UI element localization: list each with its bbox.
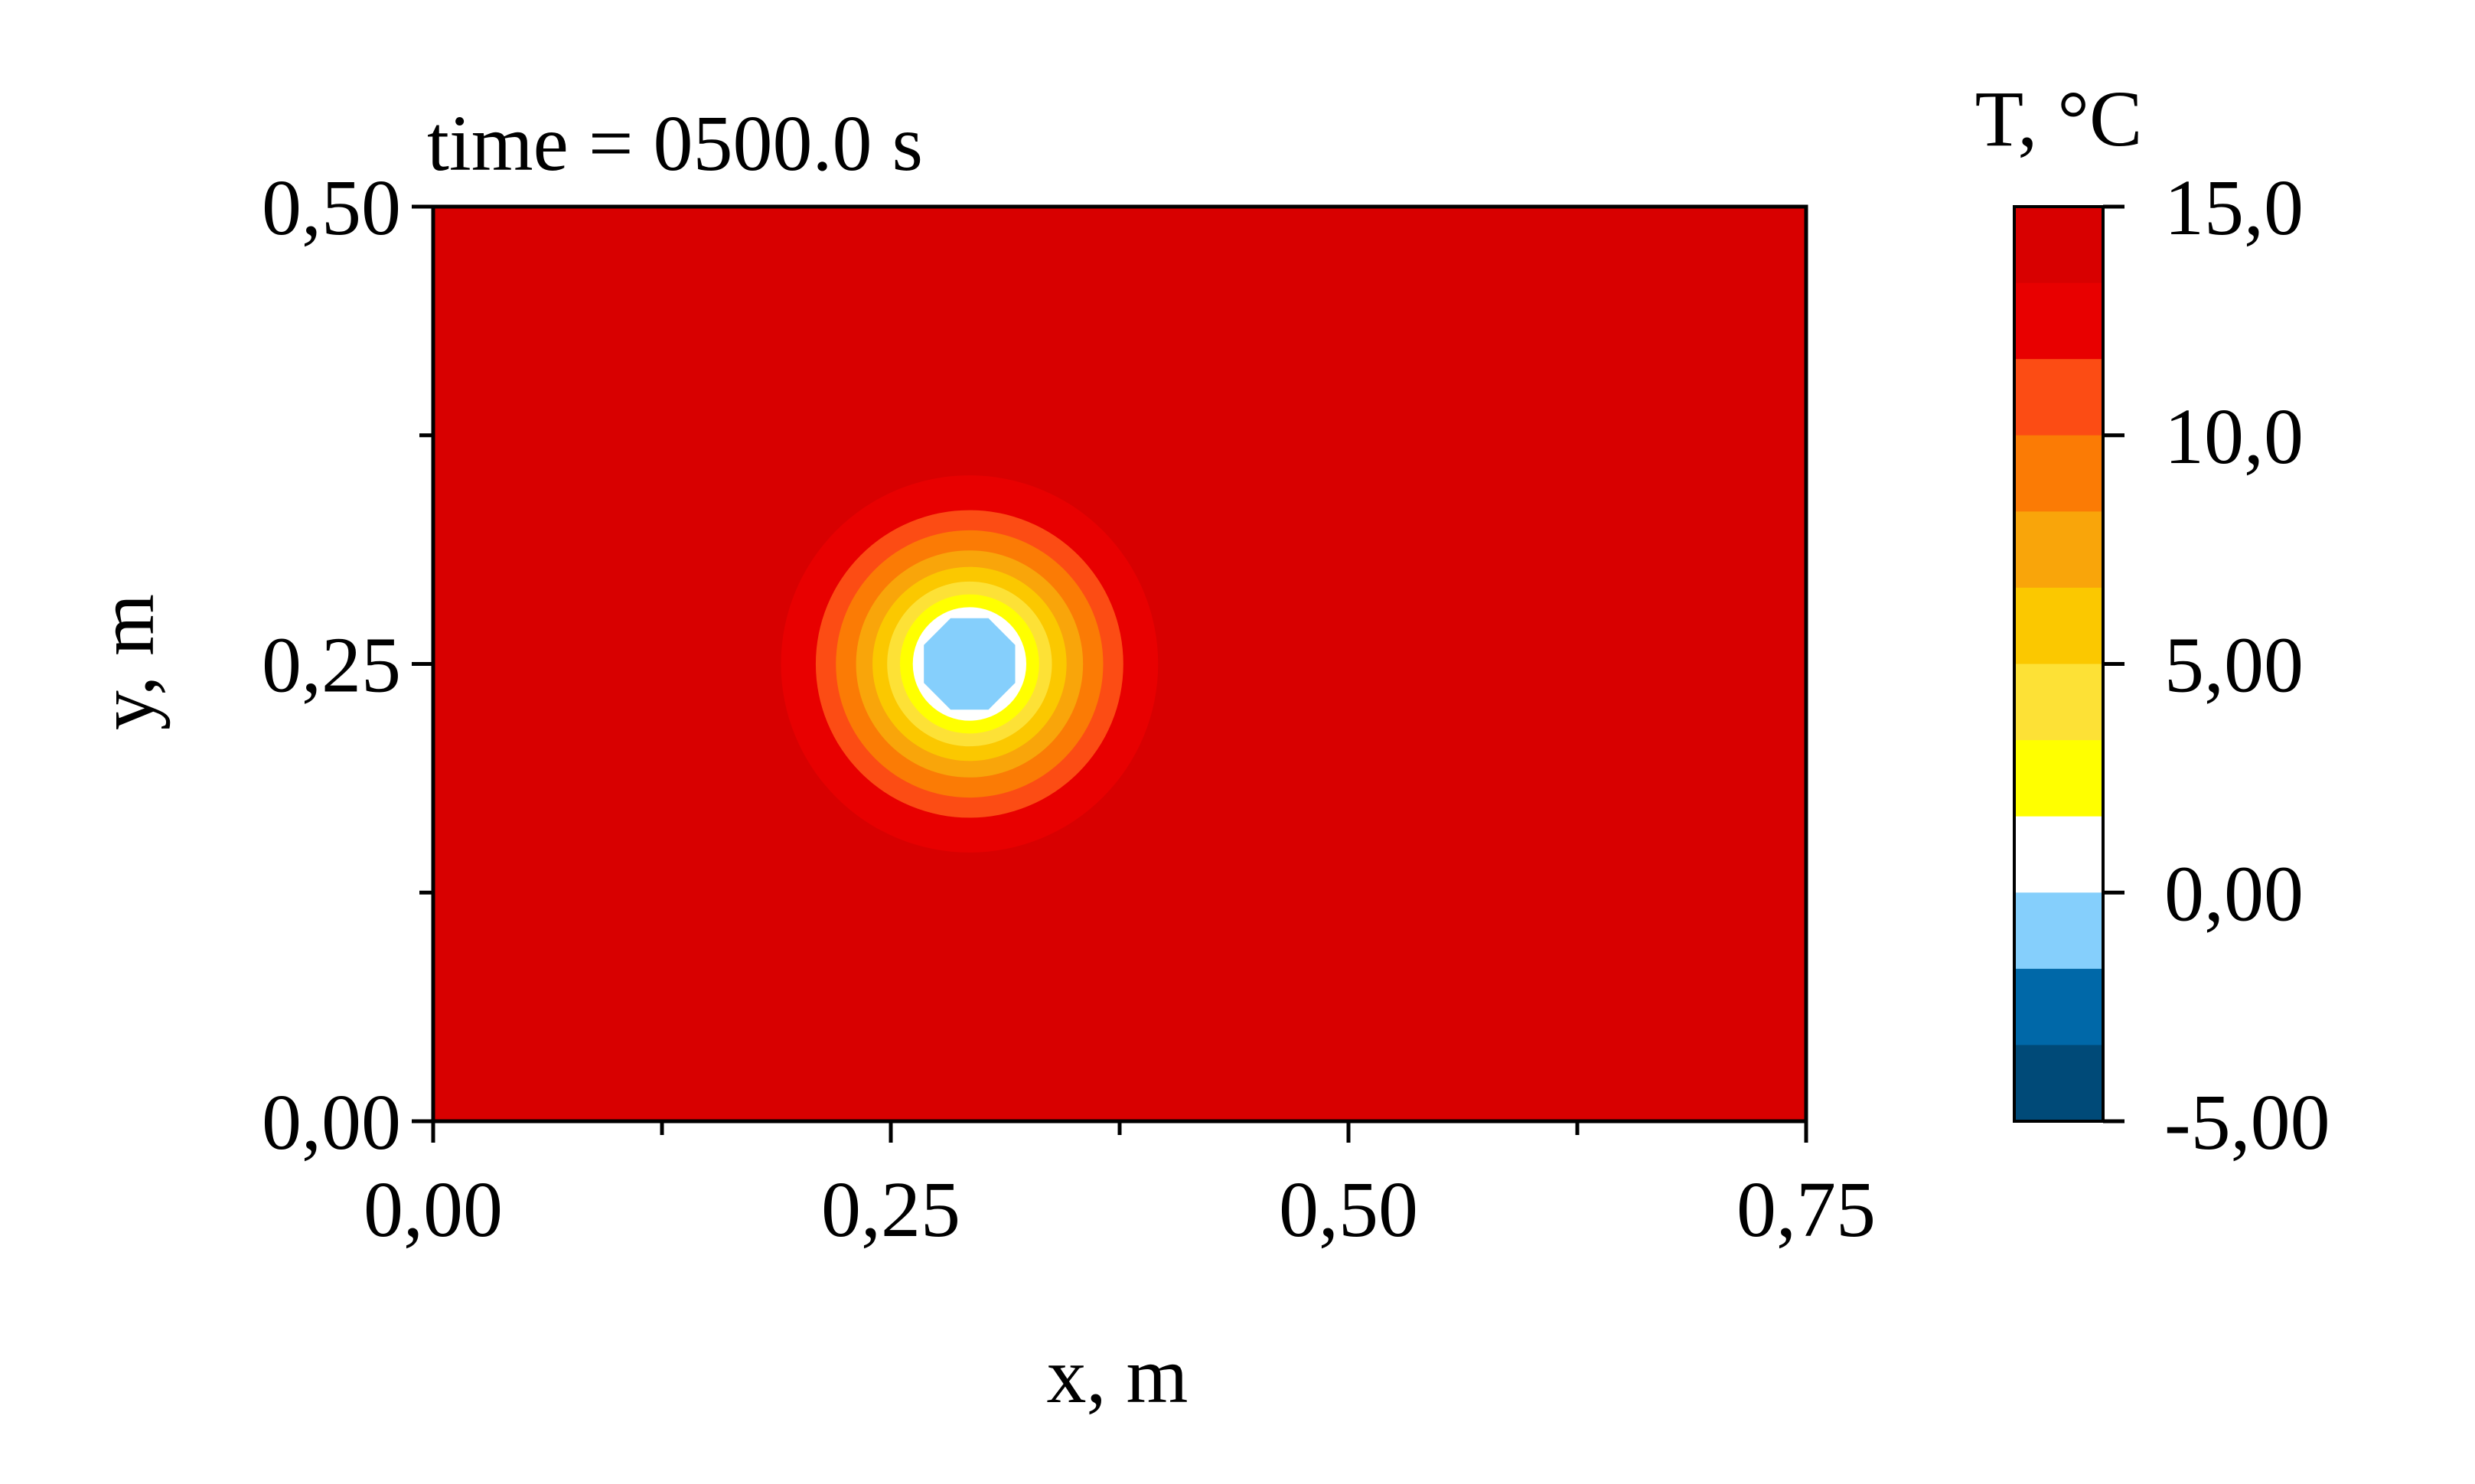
chart-title: time = 0500.0 s [427, 99, 923, 188]
colorbar-level [2014, 511, 2103, 589]
colorbar-level [2014, 207, 2103, 284]
colorbar [2014, 207, 2103, 1122]
colorbar-level [2014, 587, 2103, 664]
colorbar-tick-label: 0,00 [2164, 850, 2304, 938]
temperature-contours [781, 475, 1159, 853]
x-tick-label: 0,00 [364, 1166, 503, 1254]
x-tick-label: 0,75 [1736, 1166, 1876, 1254]
y-tick-label: 0,50 [262, 164, 401, 252]
colorbar-level [2014, 892, 2103, 970]
colorbar-title: T, °C [1975, 75, 2143, 163]
colorbar-tick-label: 15,0 [2164, 164, 2304, 252]
axis-ticks: 0,00 0,25 0,50 0,75 0,00 0,25 0,50 [262, 164, 1876, 1254]
y-tick-label: 0,25 [262, 621, 401, 709]
colorbar-level [2014, 359, 2103, 436]
y-axis-label: y, m [83, 594, 171, 730]
colorbar-level [2014, 435, 2103, 512]
colorbar-level [2014, 816, 2103, 893]
colorbar-tick-label: -5,00 [2164, 1078, 2330, 1166]
y-tick-label: 0,00 [262, 1078, 401, 1166]
colorbar-level [2014, 664, 2103, 741]
x-tick-label: 0,25 [821, 1166, 960, 1254]
colorbar-level [2014, 1045, 2103, 1122]
x-axis-label: x, m [1047, 1332, 1189, 1420]
x-tick-label: 0,50 [1279, 1166, 1418, 1254]
colorbar-level [2014, 740, 2103, 817]
colorbar-level [2014, 968, 2103, 1045]
contour-band [924, 618, 1016, 710]
colorbar-level [2014, 282, 2103, 360]
colorbar-tick-label: 5,00 [2164, 621, 2304, 709]
colorbar-ticks: 15,0 10,0 5,00 0,00 -5,00 [2103, 164, 2330, 1166]
colorbar-tick-label: 10,0 [2164, 393, 2304, 481]
